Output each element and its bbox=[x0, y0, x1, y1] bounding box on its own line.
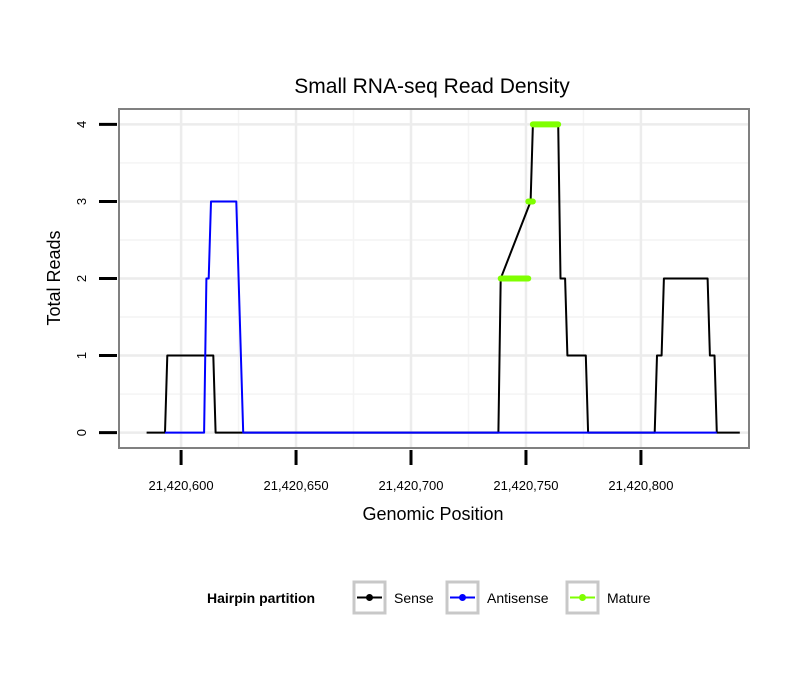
legend-key-dot bbox=[459, 594, 466, 601]
legend-label: Mature bbox=[607, 590, 651, 606]
x-tick-label: 21,420,750 bbox=[493, 478, 558, 493]
y-tick-label: 2 bbox=[74, 275, 89, 282]
legend-title: Hairpin partition bbox=[207, 590, 315, 606]
x-tick-label: 21,420,800 bbox=[608, 478, 673, 493]
legend: Hairpin partition Sense Antisense Mature bbox=[207, 580, 651, 615]
legend-label: Sense bbox=[394, 590, 434, 606]
chart-title: Small RNA-seq Read Density bbox=[294, 75, 570, 98]
legend-key-dot bbox=[366, 594, 373, 601]
series-line-antisense bbox=[165, 200, 717, 434]
y-tick-label: 1 bbox=[74, 352, 89, 359]
panel-border bbox=[118, 108, 750, 449]
legend-key-dot bbox=[579, 594, 586, 601]
series-line-sense bbox=[146, 123, 740, 434]
x-axis-title: Genomic Position bbox=[362, 504, 503, 524]
y-axis-title: Total Reads bbox=[44, 230, 64, 325]
x-tick-label: 21,420,600 bbox=[149, 478, 214, 493]
y-tick-label: 0 bbox=[74, 429, 89, 436]
y-tick-label: 4 bbox=[74, 121, 89, 128]
x-tick-label: 21,420,700 bbox=[378, 478, 443, 493]
y-tick-label: 3 bbox=[74, 198, 89, 205]
plot-area: 0 1 2 3 4 21,420,600 21,420,650 21,420,700 21,42… bbox=[74, 108, 750, 493]
x-tick-label: 21,420,650 bbox=[264, 478, 329, 493]
legend-label: Antisense bbox=[487, 590, 549, 606]
